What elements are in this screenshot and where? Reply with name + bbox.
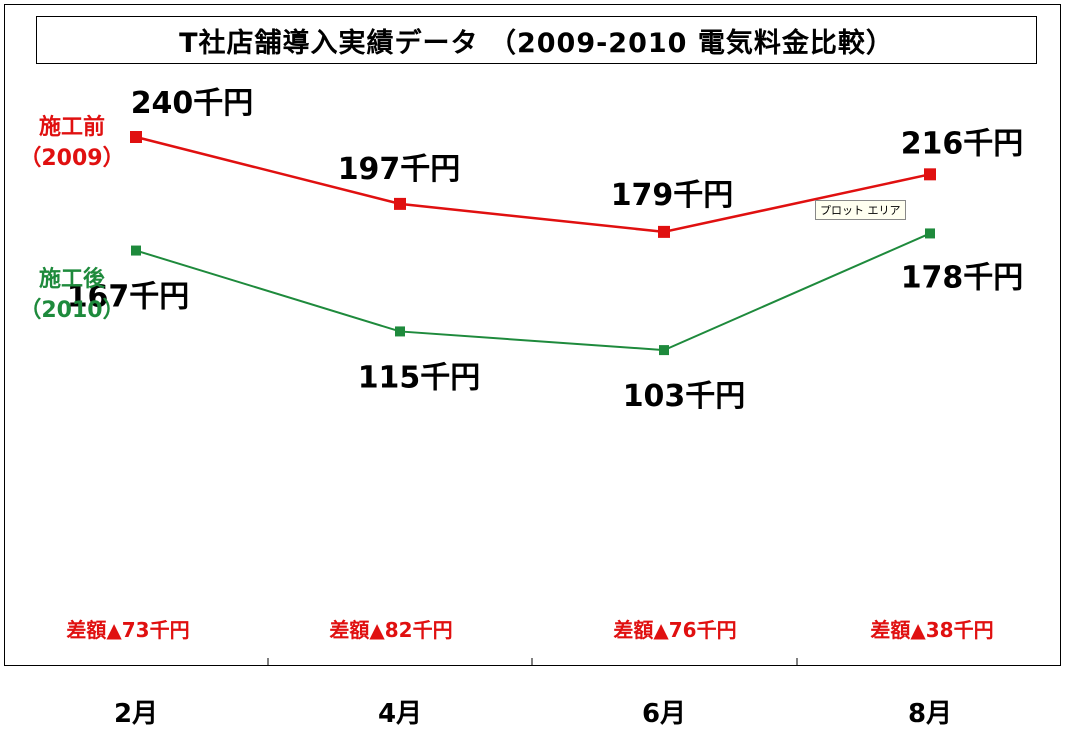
data-label-before-4: 216千円 <box>901 126 1024 161</box>
data-point-after-2 <box>395 326 405 337</box>
difference-label-2: 差額▲82千円 <box>329 618 452 642</box>
data-label-before-2: 197千円 <box>338 152 461 187</box>
data-label-before-3: 179千円 <box>611 178 734 213</box>
chart-title-box: T社店舗導入実績データ （2009-2010 電気料金比較） <box>36 16 1037 64</box>
data-label-after-4: 178千円 <box>901 260 1024 295</box>
data-point-before-1 <box>130 131 142 143</box>
difference-label-4: 差額▲38千円 <box>870 618 993 642</box>
plot-area-tooltip: プロット エリア <box>815 200 906 220</box>
series-year-label-before: （2009） <box>19 146 124 171</box>
difference-label-3: 差額▲76千円 <box>613 618 736 642</box>
x-axis-label-3: 6月 <box>642 699 686 729</box>
series-label-after: 施工後 <box>39 266 106 292</box>
series-line-before <box>135 135 931 234</box>
x-axis-label-2: 4月 <box>378 699 422 729</box>
data-label-after-1: 167千円 <box>67 280 190 315</box>
series-label-before: 施工前 <box>39 114 105 140</box>
data-point-after-3 <box>659 345 669 356</box>
data-label-after-2: 115千円 <box>358 360 481 395</box>
data-point-before-3 <box>658 225 670 238</box>
difference-label-1: 差額▲73千円 <box>66 618 189 642</box>
data-point-after-1 <box>131 245 141 256</box>
data-point-after-4 <box>925 228 935 239</box>
data-point-before-4 <box>924 168 936 181</box>
data-label-after-3: 103千円 <box>623 379 746 414</box>
series-line-after <box>135 232 931 352</box>
x-axis-label-4: 8月 <box>908 699 952 729</box>
x-axis-label-1: 2月 <box>114 699 158 729</box>
series-year-label-after: （2010） <box>19 298 124 323</box>
data-label-before-1: 240千円 <box>131 86 254 121</box>
chart-title: T社店舗導入実績データ （2009-2010 電気料金比較） <box>179 27 894 59</box>
data-point-before-2 <box>394 197 406 210</box>
